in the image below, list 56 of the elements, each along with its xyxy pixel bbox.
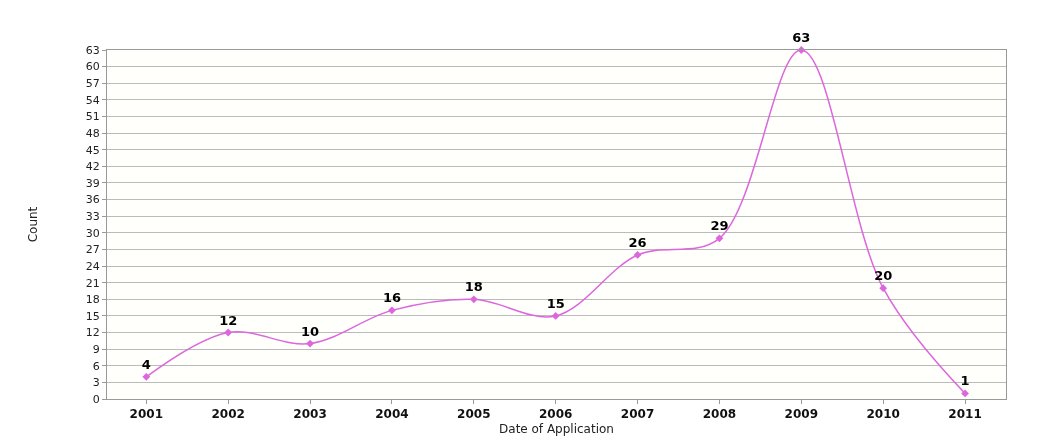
y-tick-label: 21 [85, 276, 100, 290]
y-tick-label: 42 [85, 160, 100, 174]
y-tick-label: 51 [85, 110, 100, 124]
y-tick-label: 3 [92, 376, 100, 390]
data-label: 15 [546, 295, 565, 311]
y-tick-label: 39 [85, 176, 100, 190]
point [879, 284, 888, 293]
data-label: 63 [792, 30, 811, 45]
x-tick-label: 2005 [457, 407, 491, 422]
data-label: 20 [874, 268, 893, 284]
x-tick-label: 2002 [211, 407, 245, 422]
data-label: 4 [141, 356, 151, 372]
x-tick-label: 2006 [538, 407, 573, 422]
point [388, 306, 396, 315]
y-tick-label: 48 [85, 126, 100, 140]
data-label: 16 [382, 290, 401, 306]
data-label: 1 [960, 373, 970, 389]
y-tick-label: 9 [92, 342, 100, 356]
data-label: 12 [219, 312, 238, 328]
point [715, 234, 724, 243]
point [142, 372, 151, 381]
data-label: 18 [464, 279, 483, 295]
y-tick-label: 54 [85, 93, 100, 107]
y-tick-label: 57 [85, 77, 100, 91]
y-tick-label: 45 [85, 143, 100, 157]
y-tick-label: 36 [85, 193, 100, 207]
data-label: 29 [710, 218, 729, 234]
y-tick-label: 60 [85, 60, 100, 74]
y-tick-label: 0 [92, 392, 100, 406]
point [551, 312, 560, 320]
point [633, 251, 642, 259]
y-tick-label: 33 [85, 210, 100, 224]
point [224, 328, 233, 337]
x-tick-label: 2011 [948, 407, 982, 422]
point [306, 339, 314, 348]
y-tick-label: 27 [85, 243, 100, 257]
x-tick-label: 2010 [866, 407, 900, 422]
y-tick-label: 24 [85, 259, 100, 273]
y-tick-label: 6 [92, 359, 100, 373]
data-label: 26 [628, 234, 647, 250]
y-tick-label: 30 [85, 226, 100, 240]
y-tick-label: 18 [85, 293, 100, 307]
data-label: 10 [301, 323, 320, 339]
y-axis-title: Count [26, 206, 41, 243]
x-tick-label: 2001 [129, 407, 163, 422]
y-tick-label: 12 [85, 326, 100, 340]
y-tick-label: 63 [85, 43, 100, 57]
x-tick-label: 2007 [620, 407, 655, 422]
x-tick-label: 2004 [375, 407, 409, 422]
point [469, 295, 478, 304]
x-tick-label: 2003 [293, 407, 327, 422]
point [961, 389, 969, 398]
y-tick-label: 15 [85, 309, 100, 323]
x-tick-label: 2009 [784, 407, 819, 422]
x-axis-title: Date of Application [499, 422, 614, 437]
x-tick-label: 2008 [702, 407, 737, 422]
